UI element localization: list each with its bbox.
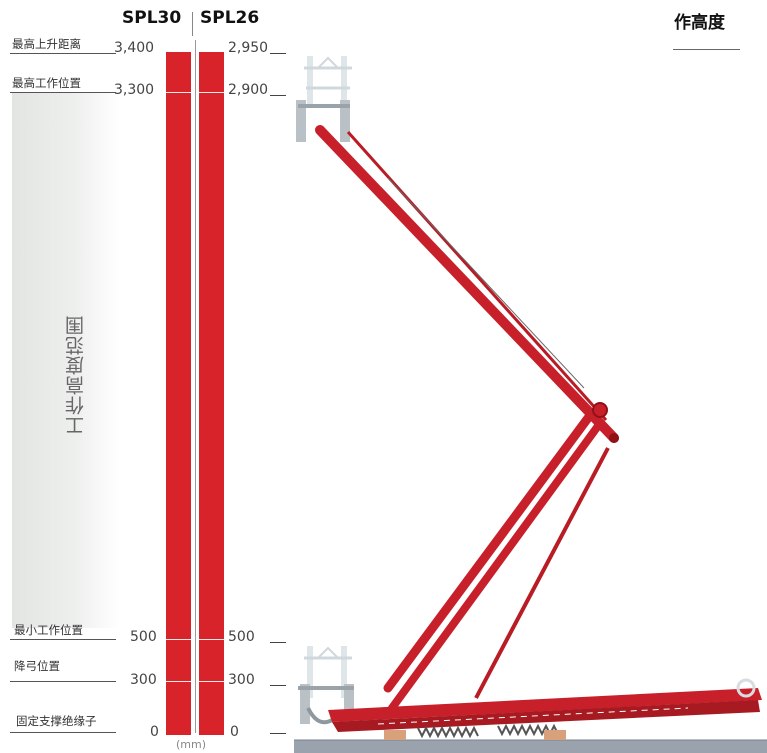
spl30-value-max-work: 3,300 xyxy=(114,82,155,98)
row-label-min-work: 最小工作位置 xyxy=(14,623,83,637)
model-header-spl30: SPL30 xyxy=(122,8,182,28)
row-rule xyxy=(10,639,116,640)
spl30-value-lowered: 300 xyxy=(130,672,157,688)
spl26-value-min-work: 500 xyxy=(228,629,255,645)
tick-mark xyxy=(270,685,286,686)
row-rule xyxy=(10,732,116,733)
row-rule xyxy=(10,681,116,682)
header-divider xyxy=(192,12,193,36)
tick-mark xyxy=(270,642,286,643)
tick-mark xyxy=(270,733,286,734)
spl30-value-max-rise: 3,400 xyxy=(114,40,155,56)
lower-arm xyxy=(383,413,610,712)
tick-mark xyxy=(270,53,286,54)
spl26-value-lowered: 300 xyxy=(228,672,255,688)
section-heading: 作高度 xyxy=(674,13,725,33)
tick-mark xyxy=(270,95,286,96)
row-label-insulator: 固定支撑绝缘子 xyxy=(16,714,97,728)
bar-marker xyxy=(162,639,195,640)
lower-collector-head xyxy=(298,646,354,725)
row-rule xyxy=(10,92,116,93)
unit-label: (mm) xyxy=(176,738,207,751)
spl30-height-bar xyxy=(166,52,191,735)
row-label-lowered: 降弓位置 xyxy=(14,659,60,673)
upper-arm xyxy=(315,125,619,443)
spl30-value-min-work: 500 xyxy=(130,629,157,645)
row-label-max-work: 最高工作位置 xyxy=(12,76,81,90)
model-header-spl26: SPL26 xyxy=(200,8,260,28)
base-frame xyxy=(328,678,762,732)
upper-collector-head xyxy=(296,56,352,142)
bar-marker xyxy=(196,681,229,682)
working-range-band xyxy=(12,92,120,628)
bar-marker xyxy=(162,92,195,93)
row-label-max-rise: 最高上升距离 xyxy=(12,37,81,51)
row-rule xyxy=(10,53,116,54)
bar-marker xyxy=(196,92,229,93)
pantograph-illustration xyxy=(294,56,767,753)
insulators xyxy=(384,730,566,740)
spl26-height-bar xyxy=(199,52,224,735)
bar-marker xyxy=(196,639,229,640)
spl26-value-max-rise: 2,950 xyxy=(228,40,269,56)
spl30-value-insulator: 0 xyxy=(150,724,159,740)
working-range-label: 工作高度范围 xyxy=(65,315,87,435)
heading-rule xyxy=(673,49,740,50)
bar-marker xyxy=(162,681,195,682)
spl26-value-insulator: 0 xyxy=(230,724,239,740)
springs xyxy=(417,723,559,739)
base-rail xyxy=(294,740,767,753)
spl26-value-max-work: 2,900 xyxy=(228,82,269,98)
column-divider xyxy=(195,40,196,733)
